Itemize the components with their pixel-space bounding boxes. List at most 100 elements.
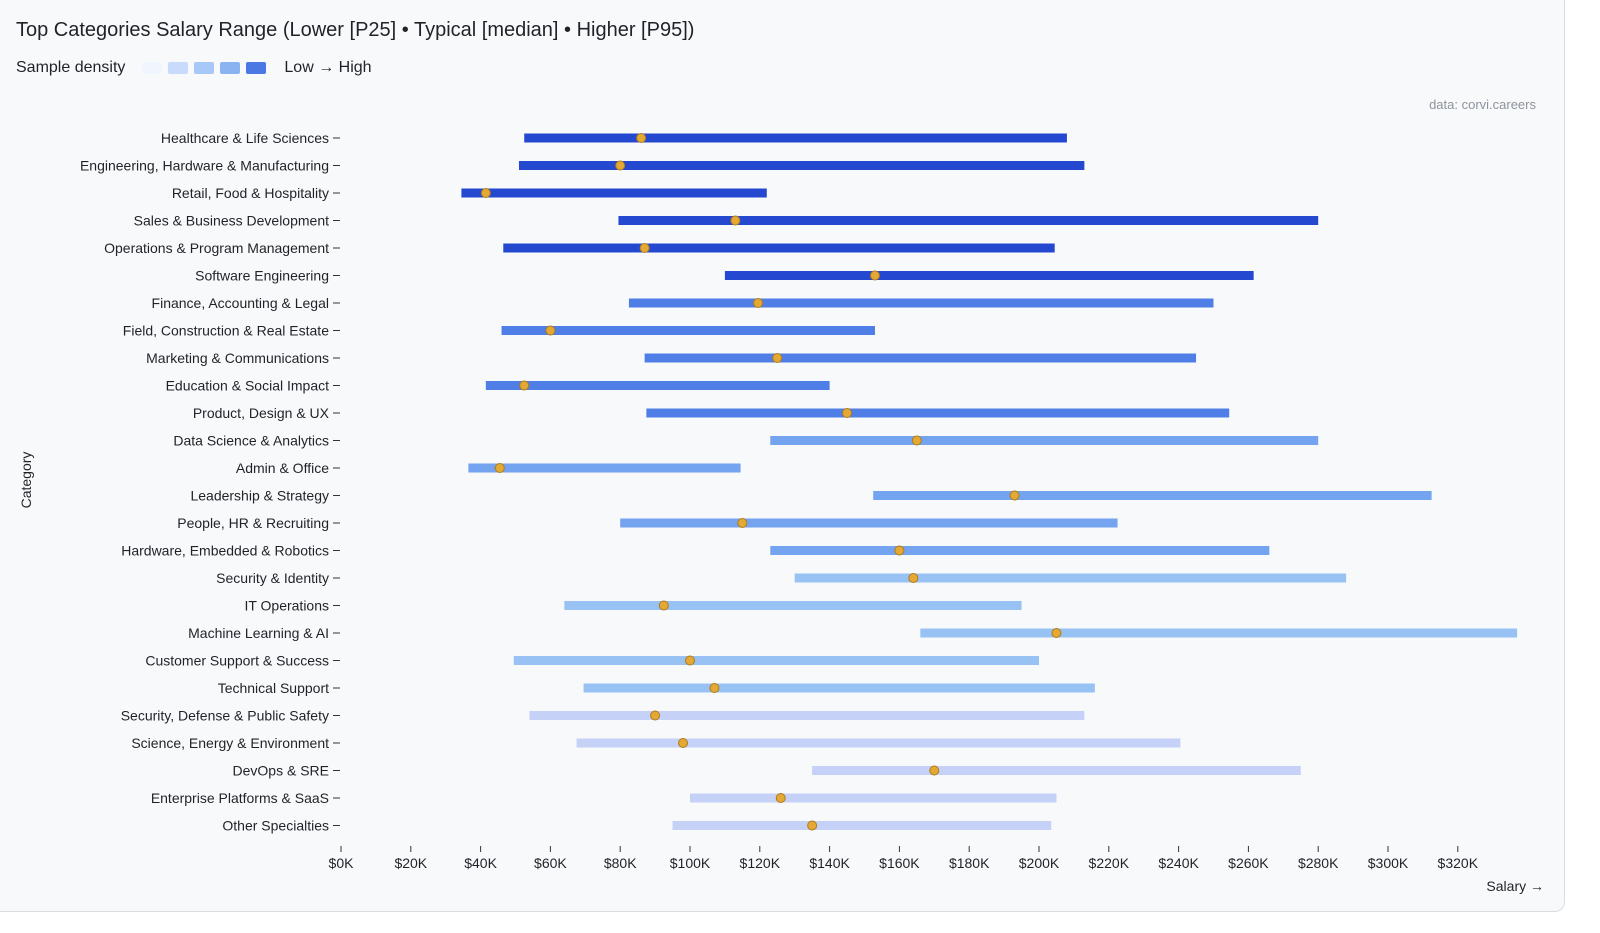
range-bar: [518, 161, 1085, 170]
y-tick-label: Field, Construction & Real Estate: [123, 323, 329, 339]
y-tick-label: Customer Support & Success: [145, 653, 329, 669]
y-tick-label: Healthcare & Life Sciences: [161, 130, 329, 146]
median-markers: [480, 133, 1062, 831]
median-marker: [519, 380, 530, 391]
range-bar: [770, 436, 1319, 445]
range-bar: [644, 353, 1197, 363]
range-bar: [873, 491, 1432, 500]
median-marker: [639, 243, 650, 253]
median-marker: [772, 353, 783, 363]
y-tick-label: Operations & Program Management: [104, 240, 329, 256]
y-tick-label: Other Specialties: [222, 818, 329, 834]
y-tick-label: DevOps & SRE: [233, 763, 329, 779]
range-bar: [583, 683, 1095, 693]
median-marker: [494, 463, 505, 473]
range-bar: [628, 298, 1214, 308]
range-bar: [812, 766, 1301, 775]
range-bar: [501, 326, 875, 335]
source-note: data: corvi.careers: [1429, 97, 1536, 112]
y-tick-label: Marketing & Communications: [146, 350, 329, 366]
y-tick-label: Enterprise Platforms & SaaS: [151, 790, 329, 806]
median-marker: [650, 710, 661, 721]
median-marker: [658, 600, 669, 611]
x-tick-label: $80K: [604, 855, 637, 871]
range-bar: [646, 408, 1230, 418]
range-bar: [529, 711, 1085, 720]
median-marker: [842, 408, 853, 418]
x-axis-title: Salary →: [1486, 878, 1544, 894]
x-tick-label: $60K: [534, 855, 567, 871]
median-marker: [1009, 490, 1020, 501]
y-tick-label: Leadership & Strategy: [190, 488, 329, 504]
median-marker: [869, 270, 880, 281]
median-marker: [709, 683, 720, 693]
y-tick-label: Product, Design & UX: [193, 405, 330, 421]
x-tick-label: $280K: [1298, 855, 1339, 871]
x-tick-label: $0K: [329, 855, 355, 871]
y-tick-label: Engineering, Hardware & Manufacturing: [80, 158, 329, 174]
y-tick-label: Security, Defense & Public Safety: [121, 708, 329, 724]
x-tick-label: $220K: [1089, 855, 1130, 871]
range-bar: [485, 381, 830, 390]
x-tick-label: $240K: [1158, 855, 1199, 871]
median-marker: [737, 518, 748, 528]
median-marker: [775, 793, 786, 803]
x-tick-label: $40K: [464, 855, 497, 871]
median-marker: [685, 655, 695, 666]
range-bar: [690, 793, 1057, 803]
median-marker: [911, 435, 922, 446]
legend-swatch-2: [194, 62, 215, 74]
legend-swatch-1: [168, 62, 189, 74]
y-tick-label: IT Operations: [244, 598, 329, 614]
legend-swatch-3: [220, 62, 241, 74]
median-marker: [636, 133, 647, 143]
median-marker: [908, 573, 919, 583]
median-marker: [545, 325, 556, 336]
median-marker: [730, 215, 741, 226]
range-bar: [620, 518, 1118, 528]
range-bar: [770, 546, 1270, 555]
x-tick-label: $180K: [949, 855, 990, 871]
y-tick-label: Hardware, Embedded & Robotics: [121, 543, 329, 559]
range-bar: [576, 738, 1181, 748]
chart-title: Top Categories Salary Range (Lower [P25]…: [16, 19, 695, 41]
x-tick-label: $160K: [879, 855, 920, 871]
legend-swatches: [142, 62, 267, 74]
y-tick-label: Machine Learning & AI: [188, 625, 329, 641]
y-tick-label: Software Engineering: [195, 268, 329, 284]
x-tick-label: $300K: [1368, 855, 1409, 871]
y-tick-label: Data Science & Analytics: [173, 433, 329, 449]
y-tick-label: Science, Energy & Environment: [131, 735, 329, 751]
range-bar: [461, 188, 767, 198]
median-marker: [807, 820, 818, 831]
x-tick-label: $140K: [809, 855, 850, 871]
y-tick-label: Retail, Food & Hospitality: [172, 185, 329, 201]
x-tick-label: $200K: [1019, 855, 1060, 871]
y-tick-label: Security & Identity: [216, 570, 329, 586]
x-tick-label: $120K: [740, 855, 781, 871]
median-marker: [894, 545, 905, 556]
density-legend: Sample density Low → High: [16, 58, 372, 78]
range-bar: [503, 243, 1055, 253]
range-bar: [618, 216, 1319, 225]
range-bar: [794, 573, 1347, 583]
legend-swatch-0: [142, 62, 163, 74]
range-bar: [724, 271, 1254, 280]
range-bar: [468, 463, 741, 473]
chart-card: Top Categories Salary Range (Lower [P25]…: [0, 0, 1565, 912]
y-tick-label: People, HR & Recruiting: [177, 515, 329, 531]
x-tick-label: $260K: [1228, 855, 1269, 871]
y-tick-label: Admin & Office: [236, 460, 329, 476]
range-bar: [524, 133, 1067, 143]
range-bar: [672, 821, 1052, 830]
x-axis: $0K $20K $40K $60K $80K $100K $120K $140K $160K $…: [329, 846, 1479, 871]
legend-swatch-4: [246, 62, 267, 74]
y-axis: Healthcare & Life Sciences Engineering, H…: [80, 130, 340, 834]
median-marker: [753, 298, 764, 308]
legend-range-text: Low → High: [284, 59, 372, 76]
range-bar: [920, 628, 1518, 638]
range-bar: [564, 601, 1022, 610]
y-tick-label: Finance, Accounting & Legal: [152, 295, 329, 311]
legend-label: Sample density: [16, 59, 126, 76]
